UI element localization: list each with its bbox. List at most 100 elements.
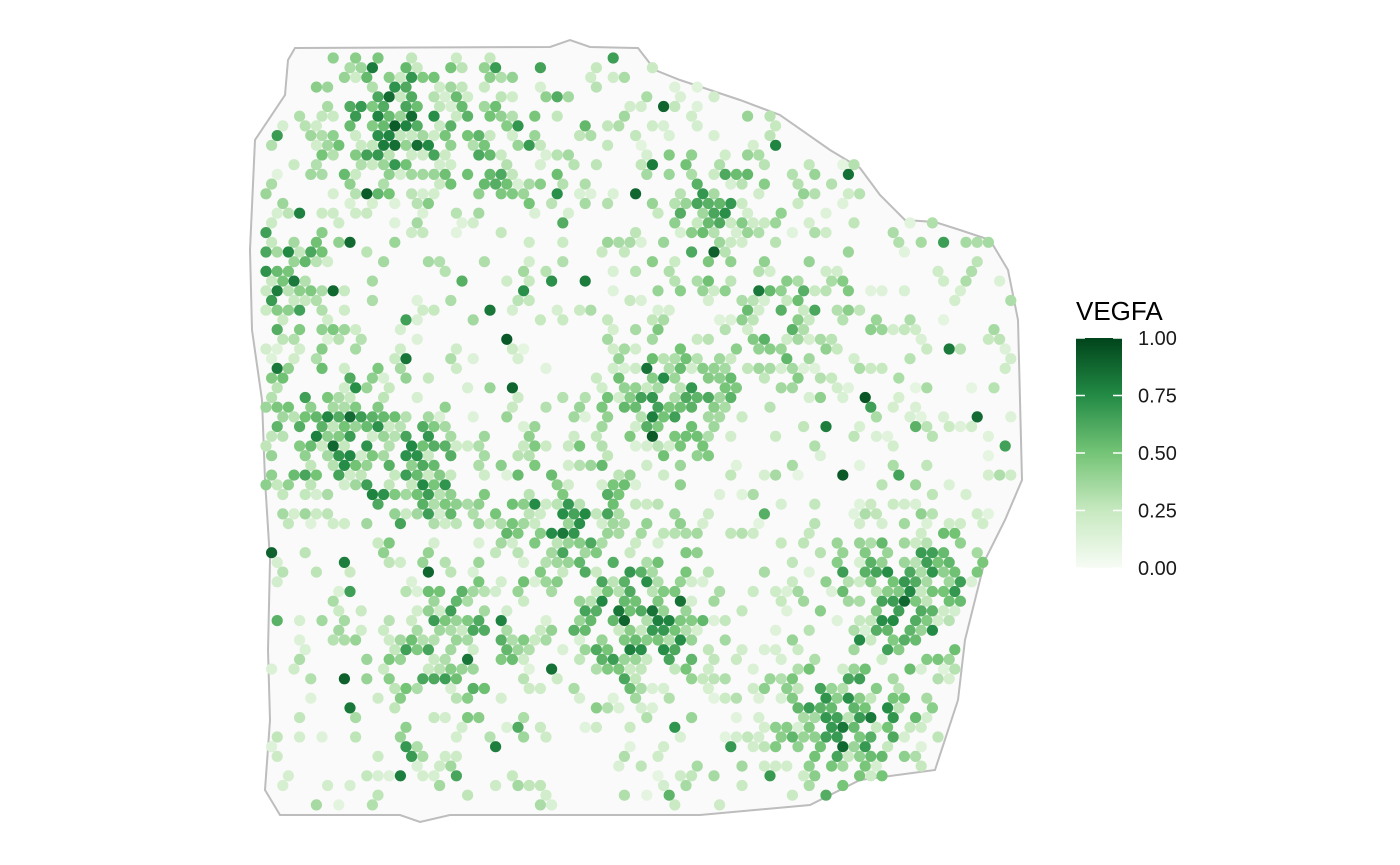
expression-spot	[870, 682, 883, 695]
expression-spot	[669, 585, 681, 598]
expression-spot	[613, 605, 625, 617]
expression-spot	[450, 750, 462, 763]
expression-spot	[546, 469, 558, 481]
expression-spot	[904, 411, 916, 423]
expression-spot	[512, 644, 524, 656]
expression-spot	[400, 450, 412, 462]
expression-spot	[652, 207, 664, 219]
expression-spot	[943, 343, 955, 355]
expression-spot	[450, 595, 462, 607]
expression-spot	[428, 537, 440, 549]
expression-spot	[702, 372, 715, 384]
expression-spot	[943, 518, 955, 530]
expression-spot	[372, 692, 384, 704]
expression-spot	[450, 207, 462, 219]
expression-spot	[450, 91, 462, 103]
expression-spot	[434, 605, 446, 617]
expression-spot	[389, 81, 401, 93]
expression-spot	[439, 653, 451, 666]
expression-spot	[826, 275, 838, 287]
expression-spot	[792, 682, 804, 695]
expression-spot	[1005, 294, 1017, 307]
expression-spot	[641, 518, 653, 530]
expression-spot	[506, 634, 518, 646]
expression-spot	[400, 741, 412, 753]
expression-spot	[658, 411, 670, 423]
expression-spot	[904, 663, 916, 675]
expression-spot	[557, 488, 569, 501]
expression-spot	[658, 779, 670, 792]
expression-spot	[630, 188, 642, 200]
expression-spot	[635, 100, 647, 113]
expression-spot	[770, 741, 782, 753]
expression-spot	[630, 227, 642, 239]
expression-spot	[859, 760, 871, 772]
expression-spot	[792, 469, 804, 481]
expression-spot	[394, 71, 406, 83]
expression-spot	[921, 537, 933, 549]
expression-spot	[473, 537, 485, 549]
expression-spot	[529, 110, 541, 122]
expression-spot	[523, 294, 535, 307]
expression-spot	[506, 653, 518, 666]
expression-spot	[428, 653, 440, 666]
expression-spot	[406, 750, 418, 763]
expression-spot	[551, 576, 563, 588]
expression-spot	[518, 518, 530, 530]
expression-spot	[624, 624, 636, 636]
expression-spot	[562, 556, 575, 569]
expression-spot	[271, 362, 283, 374]
expression-spot	[932, 731, 944, 743]
expression-spot	[602, 391, 614, 404]
expression-spot	[518, 673, 530, 685]
expression-spot	[764, 770, 776, 782]
expression-spot	[361, 440, 373, 452]
expression-spot	[854, 498, 866, 510]
expression-spot	[915, 411, 927, 423]
expression-spot	[467, 411, 479, 423]
expression-spot	[702, 663, 715, 675]
expression-spot	[506, 168, 518, 180]
expression-spot	[473, 556, 485, 569]
expression-spot	[770, 760, 782, 772]
expression-spot	[893, 605, 905, 617]
expression-spot	[484, 130, 496, 142]
expression-spot	[781, 353, 793, 365]
expression-spot	[613, 624, 625, 636]
expression-spot	[730, 653, 743, 666]
expression-spot	[932, 265, 944, 277]
expression-spot	[523, 508, 535, 520]
expression-spot	[691, 430, 703, 442]
expression-spot	[820, 731, 832, 743]
expression-spot	[691, 120, 703, 132]
expression-spot	[316, 110, 328, 122]
expression-spot	[792, 314, 804, 326]
expression-spot	[635, 702, 647, 714]
expression-spot	[775, 498, 787, 510]
expression-spot	[361, 770, 373, 782]
expression-spot	[478, 178, 490, 190]
expression-spot	[316, 615, 328, 627]
expression-spot	[378, 391, 390, 404]
expression-spot	[792, 663, 804, 675]
expression-spot	[602, 508, 614, 520]
expression-spot	[641, 362, 653, 374]
expression-spot	[921, 595, 933, 607]
expression-spot	[344, 100, 356, 113]
expression-spot	[994, 275, 1006, 287]
expression-spot	[669, 353, 681, 365]
expression-spot	[893, 469, 905, 481]
expression-spot	[798, 770, 810, 782]
expression-spot	[982, 508, 995, 520]
expression-spot	[658, 120, 670, 132]
expression-spot	[725, 197, 737, 210]
expression-spot	[854, 712, 866, 724]
expression-spot	[540, 362, 552, 374]
expression-spot	[294, 246, 306, 258]
expression-spot	[658, 450, 670, 462]
expression-spot	[708, 673, 720, 685]
expression-spot	[518, 556, 530, 569]
expression-spot	[865, 537, 877, 549]
expression-spot	[736, 488, 748, 501]
expression-spot	[434, 779, 446, 792]
